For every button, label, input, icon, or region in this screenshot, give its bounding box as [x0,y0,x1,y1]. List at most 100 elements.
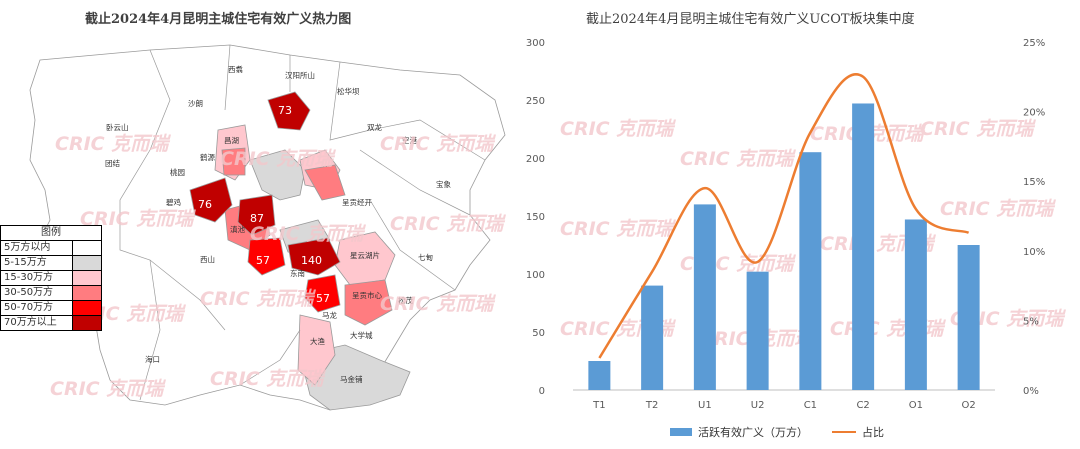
region-label: 昌湖 [224,136,239,145]
y-right-tick-label: 25% [1023,38,1045,49]
region-center-grey [249,149,306,201]
region-140 [287,237,341,276]
legend-label: 5万方以内 [1,241,73,255]
value-label: 73 [278,104,292,117]
ucot-chart-panel: 截止2024年4月昆明主城住宅有效广义UCOT板块集中度 CRIC 克而瑞 CR… [520,0,1080,449]
region-label: 马金铺 [340,374,363,384]
svg-text:CRIC 克而瑞: CRIC 克而瑞 [390,213,506,235]
x-tick-label: O1 [909,400,923,411]
legend-row: 70万方以上 [1,316,101,330]
legend-row: 5万方以内 [1,241,101,256]
svg-text:CRIC 克而瑞: CRIC 克而瑞 [210,368,326,390]
region-label: 呈贡市心 [352,290,382,300]
region-label: 西翥 [228,64,243,74]
legend-row: 15-30万方 [1,271,101,286]
svg-text:CRIC 克而瑞: CRIC 克而瑞 [200,288,316,310]
svg-text:CRIC 克而瑞: CRIC 克而瑞 [250,223,366,245]
internal-borders [119,44,486,401]
region-label: 七甸 [418,252,433,262]
legend-row: 5-15万方 [1,256,101,271]
region-label: 桃园 [170,167,185,177]
legend-swatch [73,301,101,315]
legend-bar-swatch [670,428,692,436]
svg-text:CRIC 克而瑞: CRIC 克而瑞 [560,218,676,240]
share-line [598,73,970,359]
x-tick-label: T1 [592,400,605,411]
region-label: 马龙 [322,310,337,320]
region-label: 大渔 [310,336,325,346]
svg-text:CRIC 克而瑞: CRIC 克而瑞 [680,148,796,170]
region-label: 东南 [290,268,305,278]
svg-text:CRIC 克而瑞: CRIC 克而瑞 [940,198,1056,220]
region-east-red [304,164,346,201]
bar [799,152,822,390]
region-label: 松华坝 [337,86,360,96]
region-76 [189,177,233,223]
legend-label: 50-70万方 [1,301,73,315]
x-tick-label: C1 [804,400,817,411]
y-left-tick-label: 200 [526,154,545,165]
y-left-tick-label: 0 [539,386,545,397]
region-label: 呈贡经开 [342,197,372,207]
y-left-tick-label: 150 [526,212,545,223]
legend-row: 50-70万方 [1,301,101,316]
svg-text:CRIC 克而瑞: CRIC 克而瑞 [380,133,496,155]
value-label: 87 [250,212,264,225]
legend-title: 图例 [1,226,101,241]
value-label: 57 [256,254,270,267]
legend-swatch [73,316,101,330]
region-label: 空港 [402,135,417,145]
region-73 [267,91,311,131]
legend-swatch [73,271,101,285]
svg-text:CRIC 克而瑞: CRIC 克而瑞 [50,378,166,400]
bar [852,103,875,390]
legend-swatch [73,286,101,300]
svg-text:CRIC 克而瑞: CRIC 克而瑞 [55,133,171,155]
y-left-tick-label: 300 [526,38,545,49]
region-label: 海口 [145,354,160,364]
value-label: 57 [316,292,330,305]
legend-label: 15-30万方 [1,271,73,285]
legend-bar-label: 活跃有效广义（万方） [698,426,808,439]
svg-text:CRIC 克而瑞: CRIC 克而瑞 [830,318,946,340]
bar [957,245,980,390]
region-57-b [304,274,341,313]
region-dayu [297,314,336,386]
map-legend: 图例 5万方以内 5-15万方 15-30万方 30-50万方 50-70万方 … [0,225,102,331]
value-label: 140 [301,254,322,267]
y-right-tick-label: 10% [1023,247,1045,258]
y-left-tick-label: 50 [532,328,545,339]
value-label: 76 [198,198,212,211]
bar [746,271,769,390]
y-right-tick-label: 20% [1023,108,1045,119]
map-title: 截止2024年4月昆明主城住宅有效广义热力图 [85,12,352,27]
y-left-tick-label: 250 [526,96,545,107]
ucot-chart: CRIC 克而瑞 CRIC 克而瑞 CRIC 克而瑞 CRIC 克而瑞 CRIC… [526,38,1066,411]
x-tick-label: O2 [962,400,976,411]
region-label: 大学城 [350,330,373,340]
region-label: 汉阳所山 [285,70,315,80]
svg-text:CRIC 克而瑞: CRIC 克而瑞 [920,118,1036,140]
svg-text:CRIC 克而瑞: CRIC 克而瑞 [380,293,496,315]
region-label: 团结 [105,158,120,168]
region-label: 滇池 [230,224,245,234]
y-right-tick-label: 15% [1023,177,1045,188]
y-right-tick-label: 5% [1023,316,1039,327]
x-tick-label: U1 [698,400,712,411]
watermark: CRIC 克而瑞 CRIC 克而瑞 CRIC 克而瑞 CRIC 克而瑞 CRIC… [50,133,506,400]
x-tick-label: U2 [751,400,765,411]
legend-label: 70万方以上 [1,316,73,330]
x-tick-label: T2 [645,400,658,411]
bar [588,361,611,390]
y-left-tick-label: 100 [526,270,545,281]
region-label: 卧云山 [106,122,129,132]
svg-text:CRIC 克而瑞: CRIC 克而瑞 [560,118,676,140]
bar [904,219,927,390]
region-57-a [247,237,286,276]
region-label: 双龙 [367,122,382,132]
legend-line-label: 占比 [862,426,884,439]
legend-row: 30-50万方 [1,286,101,301]
legend-label: 30-50万方 [1,286,73,300]
region-label: 星云湖片 [350,250,380,260]
heatmap-map: 西翥 汉阳所山 沙朗 松华坝 卧云山 双龙 团结 空港 桃园 宝象 碧鸡 呈贡经… [29,44,506,411]
